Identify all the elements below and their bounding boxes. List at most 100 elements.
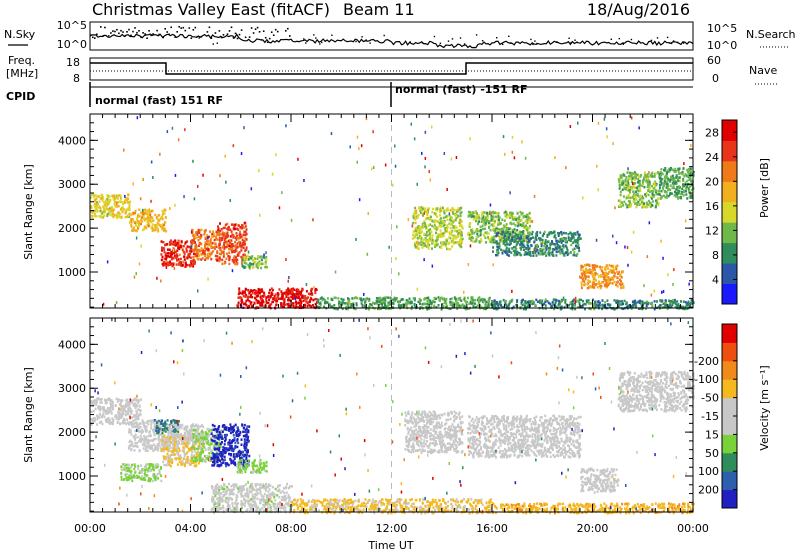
cell-power-1 xyxy=(131,229,134,232)
cell-velocity-0 xyxy=(120,416,122,419)
cell-power-sparse xyxy=(410,122,412,126)
cell-power-1 xyxy=(151,229,154,232)
cell-power-13 xyxy=(618,187,621,190)
cell-power-6 xyxy=(279,297,282,300)
cell-power-13 xyxy=(641,195,644,198)
cell-power-7 xyxy=(455,305,458,308)
cell-power-0 xyxy=(107,201,110,204)
cell-power-11 xyxy=(536,234,539,237)
cell-power-5 xyxy=(245,262,248,265)
cell-power-14 xyxy=(677,170,680,173)
cell-power-9 xyxy=(443,221,446,224)
cell-power-0 xyxy=(125,208,128,212)
cell-power-11 xyxy=(534,235,537,238)
nsky-search-point xyxy=(319,43,321,45)
cell-power-14 xyxy=(689,167,692,170)
cell-power-3 xyxy=(190,242,193,245)
cell-power-9 xyxy=(425,210,428,213)
cell-power-12 xyxy=(609,268,612,272)
cell-power-8 xyxy=(681,305,684,309)
cell-power-sparse xyxy=(373,166,375,169)
cell-power-8 xyxy=(682,300,685,303)
cell-power-6 xyxy=(241,290,244,293)
cell-power-10 xyxy=(527,231,529,235)
cell-power-0 xyxy=(101,195,104,199)
cell-power-4 xyxy=(216,250,219,253)
cell-power-10 xyxy=(497,223,500,226)
nsky-search-point xyxy=(289,35,291,37)
cell-power-7 xyxy=(454,297,457,301)
cell-power-2 xyxy=(167,254,169,258)
cell-power-9 xyxy=(457,214,460,218)
cell-power-11 xyxy=(535,248,538,251)
cell-power-3 xyxy=(194,246,197,250)
cell-power-0 xyxy=(96,201,98,204)
cell-power-sparse xyxy=(615,241,618,245)
cell-power-11 xyxy=(507,254,510,257)
cell-power-13 xyxy=(628,185,630,189)
cell-power-11 xyxy=(502,231,505,234)
cell-power-8 xyxy=(525,305,528,309)
cell-power-4 xyxy=(222,255,225,258)
cell-power-9 xyxy=(419,208,422,211)
cell-power-12 xyxy=(603,283,606,287)
cell-power-14 xyxy=(660,178,663,181)
cell-power-14 xyxy=(685,190,687,193)
cell-power-14 xyxy=(670,178,673,181)
cell-power-0 xyxy=(95,197,98,201)
cell-power-10 xyxy=(510,222,513,226)
cell-power-1 xyxy=(154,213,157,217)
cell-power-0 xyxy=(126,215,129,218)
cell-power-7 xyxy=(447,307,450,310)
cell-power-5 xyxy=(257,262,259,265)
nsky-search-point xyxy=(180,27,182,29)
cell-power-0 xyxy=(104,203,107,206)
cell-power-8 xyxy=(601,307,604,311)
date-label: 18/Aug/2016 xyxy=(587,0,690,19)
cell-velocity-0 xyxy=(93,401,96,404)
cell-power-4 xyxy=(241,235,244,238)
nsky-search-point xyxy=(266,41,269,44)
cell-power-11 xyxy=(535,238,538,241)
nsky-search-point xyxy=(303,38,305,40)
cell-power-12 xyxy=(601,272,604,275)
cell-power-4 xyxy=(223,247,226,250)
cell-power-9 xyxy=(452,237,455,241)
cell-power-1 xyxy=(152,219,155,222)
cell-power-7 xyxy=(351,304,354,307)
cell-power-13 xyxy=(637,173,640,177)
cell-power-11 xyxy=(527,244,530,248)
cell-power-14 xyxy=(671,186,674,190)
cell-power-11 xyxy=(541,238,544,242)
cell-power-12 xyxy=(591,269,594,272)
cell-power-7 xyxy=(391,302,394,305)
cell-power-7 xyxy=(376,302,379,306)
cell-power-11 xyxy=(520,236,523,240)
cell-power-0 xyxy=(106,212,109,216)
cell-velocity-0 xyxy=(132,402,135,406)
cell-power-7 xyxy=(342,298,345,301)
cell-power-7 xyxy=(435,297,438,300)
cell-power-3 xyxy=(204,241,207,244)
cell-velocity-0 xyxy=(108,407,111,410)
cell-power-8 xyxy=(689,304,692,307)
cell-power-8 xyxy=(587,302,590,305)
cell-power-6 xyxy=(303,295,306,298)
cell-power-7 xyxy=(331,305,334,309)
cell-power-2 xyxy=(165,263,168,266)
cell-power-9 xyxy=(431,236,434,240)
cell-velocity-0 xyxy=(111,417,114,420)
cell-power-11 xyxy=(557,234,560,237)
cell-power-11 xyxy=(492,250,494,253)
cell-power-0 xyxy=(95,203,98,207)
cell-power-9 xyxy=(442,234,445,238)
cell-power-13 xyxy=(625,188,628,191)
cell-power-13 xyxy=(641,179,644,183)
cell-power-13 xyxy=(647,193,650,197)
cell-power-6 xyxy=(245,293,248,297)
cell-power-11 xyxy=(553,235,556,238)
cell-velocity-0 xyxy=(104,401,107,405)
cell-power-0 xyxy=(106,200,109,204)
cell-power-6 xyxy=(292,297,295,300)
cell-power-1 xyxy=(155,215,158,219)
